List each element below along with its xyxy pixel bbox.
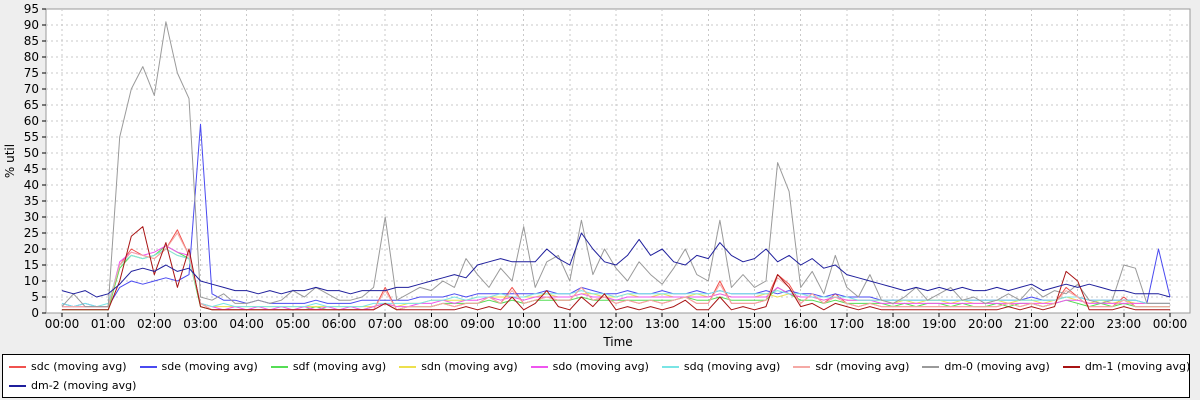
legend-row: dm-2 (moving avg): [9, 376, 1183, 395]
y-tick-label: 60: [24, 114, 39, 128]
y-tick-label: 30: [24, 210, 39, 224]
x-tick-label: 00:00: [45, 317, 80, 331]
legend-swatch-sdq: [661, 365, 679, 368]
legend-swatch-sdr: [793, 365, 811, 368]
x-tick-label: 01:00: [91, 317, 126, 331]
y-tick-label: 85: [24, 34, 39, 48]
x-tick-label: 16:00: [783, 317, 818, 331]
x-tick-label: 09:00: [460, 317, 495, 331]
legend-swatch-sde: [139, 365, 157, 368]
y-tick-label: 25: [24, 226, 39, 240]
plot-area: 0 5 10 15 20 25 30 35 40 45 50 55 60 65 70 75 80 85 90 95 00…: [3, 2, 1191, 349]
y-tick-label: 75: [24, 66, 39, 80]
x-tick-label: 03:00: [183, 317, 218, 331]
legend-label-dm-1: dm-1 (moving avg): [1084, 360, 1191, 373]
legend-swatch-sdn: [399, 365, 417, 368]
legend-swatch-dm-0: [922, 365, 940, 368]
x-tick-label: 02:00: [137, 317, 172, 331]
legend-item-dm-1: dm-1 (moving avg): [1062, 360, 1191, 373]
y-tick-label: 90: [24, 18, 39, 32]
axes: 0 5 10 15 20 25 30 35 40 45 50 55 60 65 70 75 80 85 90 95 00…: [24, 2, 1188, 331]
y-tick-label: 55: [24, 130, 39, 144]
y-tick-label: 40: [24, 178, 39, 192]
y-tick-label: 50: [24, 146, 39, 160]
legend-label-sdr: sdr (moving avg): [815, 360, 910, 373]
legend-item-dm-0: dm-0 (moving avg): [922, 360, 1050, 373]
x-tick-label: 11:00: [553, 317, 588, 331]
legend-label-dm-2: dm-2 (moving avg): [31, 379, 137, 392]
series-line-sdq: [61, 248, 1170, 308]
x-tick-label: 22:00: [1060, 317, 1095, 331]
x-tick-label: 15:00: [737, 317, 772, 331]
y-tick-label: 80: [24, 50, 39, 64]
legend-label-sde: sde (moving avg): [161, 360, 258, 373]
y-tick-label: 95: [24, 2, 39, 16]
x-tick-label: 04:00: [229, 317, 264, 331]
y-tick-label: 5: [31, 290, 39, 304]
series-lines: [61, 21, 1171, 311]
y-tick-label: 0: [31, 306, 39, 320]
legend-item-sdn: sdn (moving avg): [399, 360, 518, 373]
legend-label-sdc: sdc (moving avg): [31, 360, 127, 373]
legend-swatch-sdf: [270, 365, 288, 368]
x-tick-label: 10:00: [506, 317, 541, 331]
x-tick-label: 17:00: [830, 317, 865, 331]
legend-item-sdf: sdf (moving avg): [270, 360, 387, 373]
x-tick-label: 21:00: [1014, 317, 1049, 331]
legend-row: sdc (moving avg) sde (moving avg) sdf (mov…: [9, 357, 1190, 376]
series-line-dm-2: [61, 232, 1171, 298]
y-tick-label: 15: [24, 258, 39, 272]
legend-item-sdo: sdo (moving avg): [530, 360, 649, 373]
x-tick-label: 14:00: [691, 317, 726, 331]
legend-swatch-dm-2: [9, 384, 26, 387]
x-tick-label: 23:00: [1107, 317, 1142, 331]
legend-label-sdn: sdn (moving avg): [421, 360, 518, 373]
x-tick-label: 06:00: [322, 317, 357, 331]
legend: sdc (moving avg) sde (moving avg) sdf (mov…: [2, 354, 1190, 398]
series-line-dm-0: [61, 21, 1170, 308]
legend-item-sdc: sdc (moving avg): [9, 360, 127, 373]
x-axis-title: Time: [602, 335, 632, 349]
x-tick-label: 20:00: [968, 317, 1003, 331]
x-tick-label: 00:00: [1153, 317, 1188, 331]
x-tick-label: 18:00: [876, 317, 911, 331]
y-tick-label: 20: [24, 242, 39, 256]
x-tick-label: 08:00: [414, 317, 449, 331]
x-tick-label: 07:00: [368, 317, 403, 331]
legend-item-sdr: sdr (moving avg): [793, 360, 909, 373]
legend-label-dm-0: dm-0 (moving avg): [944, 360, 1050, 373]
plot-background: [45, 8, 1191, 314]
y-axis-title: % util: [3, 144, 17, 178]
x-tick-label: 05:00: [276, 317, 311, 331]
y-tick-label: 10: [24, 274, 39, 288]
legend-item-sdq: sdq (moving avg): [661, 360, 781, 373]
legend-swatch-sdo: [530, 365, 548, 368]
legend-item-sde: sde (moving avg): [139, 360, 258, 373]
legend-label-sdf: sdf (moving avg): [292, 360, 387, 373]
y-tick-label: 65: [24, 98, 39, 112]
legend-swatch-sdc: [9, 365, 26, 368]
legend-label-sdo: sdo (moving avg): [552, 360, 649, 373]
gridlines: [45, 8, 1191, 314]
y-tick-label: 70: [24, 82, 39, 96]
x-tick-label: 19:00: [922, 317, 957, 331]
y-tick-label: 35: [24, 194, 39, 208]
series-line-dm-1: [62, 226, 1170, 311]
x-tick-label: 12:00: [599, 317, 634, 331]
x-tick-label: 13:00: [645, 317, 680, 331]
legend-item-dm-2: dm-2 (moving avg): [9, 379, 136, 392]
legend-label-sdq: sdq (moving avg): [683, 360, 781, 373]
legend-swatch-dm-1: [1062, 365, 1080, 368]
y-tick-label: 45: [24, 162, 39, 176]
